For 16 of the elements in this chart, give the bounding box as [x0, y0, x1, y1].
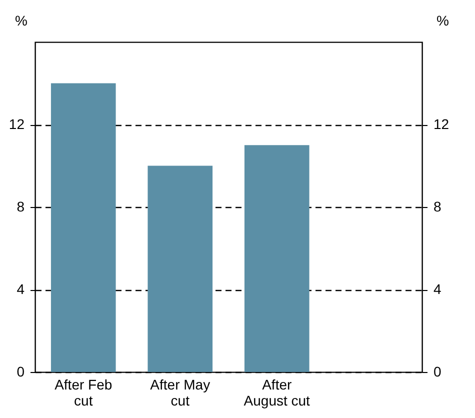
y2-tick-label: 4: [434, 281, 442, 297]
x-tick-label: After August cut: [244, 376, 310, 408]
y-tick-label: 12: [8, 116, 25, 132]
y2-axis-title: %: [436, 12, 449, 28]
bar: [148, 166, 213, 372]
y-tick-label: 4: [16, 281, 25, 297]
x-tick-label: After May cut: [150, 376, 210, 408]
y-tick-label: 0: [16, 364, 25, 380]
y-axis-title: %: [15, 12, 28, 28]
bar: [244, 145, 310, 372]
y-tick-label: 8: [16, 198, 25, 214]
y2-tick-label: 0: [434, 364, 442, 380]
y2-tick-label: 8: [434, 198, 442, 214]
bar: [50, 83, 116, 372]
y2-tick-label: 12: [434, 116, 450, 132]
x-tick-label: After Feb cut: [54, 376, 112, 408]
